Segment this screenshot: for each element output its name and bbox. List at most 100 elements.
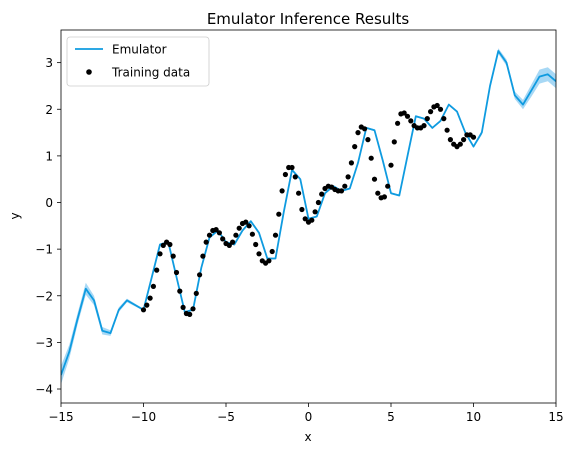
emulator-line-layer xyxy=(61,50,556,376)
training-point xyxy=(276,211,282,217)
y-axis-ticks: −4 −3 −2 −1 0 1 2 3 xyxy=(35,56,61,397)
training-point xyxy=(292,174,298,180)
training-point xyxy=(243,219,249,225)
training-point xyxy=(296,190,302,196)
emulator-line xyxy=(61,50,556,376)
x-axis-label: x xyxy=(304,430,311,444)
training-point xyxy=(269,248,275,255)
training-point xyxy=(289,164,295,171)
training-point xyxy=(338,188,345,194)
training-point xyxy=(470,134,477,140)
training-point xyxy=(170,253,176,259)
x-tick-label: −5 xyxy=(217,410,235,424)
training-point xyxy=(428,109,434,115)
training-point xyxy=(355,130,361,136)
training-point xyxy=(167,241,173,248)
training-point xyxy=(279,188,285,194)
training-point xyxy=(177,288,183,294)
training-point xyxy=(348,160,354,166)
training-point xyxy=(226,242,232,248)
training-point xyxy=(220,236,226,242)
training-point xyxy=(140,307,147,313)
training-point xyxy=(213,227,219,233)
legend-training-swatch xyxy=(86,69,92,75)
training-point xyxy=(144,302,150,308)
training-point xyxy=(345,174,351,180)
training-point xyxy=(180,304,186,310)
x-tick-label: 0 xyxy=(305,410,313,424)
training-point xyxy=(256,251,262,257)
training-point xyxy=(197,272,203,278)
x-tick-label: 5 xyxy=(387,410,395,424)
training-point xyxy=(302,216,308,222)
training-point xyxy=(437,106,444,112)
y-tick-label: 1 xyxy=(45,149,53,163)
training-point xyxy=(352,144,358,150)
training-point xyxy=(401,110,407,116)
y-tick-label: 2 xyxy=(45,103,53,117)
y-tick-label: −4 xyxy=(35,383,53,397)
x-tick-label: 15 xyxy=(548,410,563,424)
training-point xyxy=(233,232,239,238)
training-point xyxy=(447,137,453,143)
legend: Emulator Training data xyxy=(66,36,210,87)
y-tick-label: 0 xyxy=(45,196,53,210)
training-point xyxy=(154,267,160,273)
training-point xyxy=(266,258,272,264)
training-point xyxy=(319,191,325,197)
training-point xyxy=(309,217,315,223)
training-point xyxy=(388,162,394,168)
training-point xyxy=(272,232,279,238)
training-point xyxy=(249,231,255,237)
training-point xyxy=(147,295,153,301)
training-point xyxy=(342,183,348,189)
training-point xyxy=(203,239,209,245)
training-point xyxy=(206,232,213,238)
training-point xyxy=(421,123,427,129)
x-tick-label: −15 xyxy=(48,410,73,424)
y-axis-label: y xyxy=(8,212,22,219)
y-tick-label: −2 xyxy=(35,289,53,303)
legend-training-label: Training data xyxy=(111,66,190,80)
training-point xyxy=(365,137,371,143)
training-point xyxy=(457,141,463,147)
training-points-layer xyxy=(140,102,477,317)
training-point xyxy=(282,171,288,178)
x-axis-ticks: −15 −10 −5 0 5 10 15 xyxy=(48,403,564,424)
training-point xyxy=(444,127,450,133)
training-point xyxy=(193,290,199,296)
legend-emulator-label: Emulator xyxy=(112,43,167,57)
training-point xyxy=(408,118,414,124)
training-point xyxy=(381,194,387,200)
training-point xyxy=(368,155,374,161)
training-point xyxy=(246,223,252,229)
y-tick-label: 3 xyxy=(45,56,53,70)
training-point xyxy=(299,206,305,213)
chart-title: Emulator Inference Results xyxy=(207,10,410,28)
training-point xyxy=(230,239,236,245)
training-point xyxy=(312,209,318,215)
training-point xyxy=(315,199,321,206)
y-tick-label: −3 xyxy=(35,336,53,350)
training-point xyxy=(216,230,222,236)
training-point xyxy=(187,311,193,317)
plot-area xyxy=(61,48,556,385)
training-point xyxy=(157,251,163,257)
training-point xyxy=(424,116,430,122)
training-point xyxy=(404,113,411,119)
training-point xyxy=(395,120,401,126)
training-point xyxy=(190,306,196,312)
training-point xyxy=(385,183,391,189)
training-point xyxy=(173,269,180,276)
training-point xyxy=(160,242,166,248)
y-tick-label: −1 xyxy=(35,243,53,257)
training-point xyxy=(362,126,368,132)
training-point xyxy=(461,137,467,143)
training-point xyxy=(375,190,381,196)
x-tick-label: 10 xyxy=(466,410,481,424)
training-point xyxy=(253,241,259,248)
training-point xyxy=(391,139,397,145)
training-point xyxy=(200,253,206,259)
training-point xyxy=(371,176,378,182)
training-point xyxy=(236,225,242,231)
